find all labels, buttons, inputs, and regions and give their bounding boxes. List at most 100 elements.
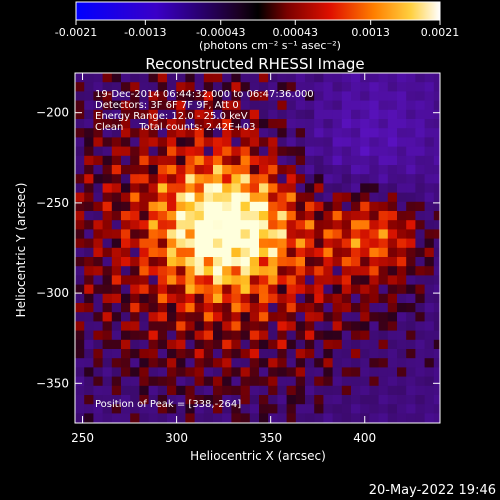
- heatmap-cell: [240, 339, 251, 350]
- heatmap-cell: [111, 413, 122, 423]
- heatmap-cell: [323, 192, 333, 203]
- heatmap-cell: [121, 109, 131, 120]
- heatmap-cell: [139, 358, 149, 368]
- heatmap-cell: [84, 201, 94, 212]
- heatmap-cell: [341, 303, 352, 313]
- heatmap-cell: [111, 293, 122, 304]
- heatmap-cell: [397, 183, 407, 193]
- heatmap-cell: [249, 229, 260, 239]
- heatmap-cell: [314, 109, 324, 120]
- heatmap-cell: [249, 303, 260, 313]
- heatmap-cell: [369, 247, 379, 258]
- heatmap-cell: [424, 284, 435, 295]
- heatmap-cell: [397, 137, 407, 147]
- heatmap-cell: [397, 266, 407, 276]
- heatmap-cell: [167, 266, 177, 276]
- heatmap-cell: [286, 82, 297, 92]
- heatmap-cell: [387, 284, 398, 295]
- heatmap-cell: [277, 303, 287, 313]
- heatmap-cell: [305, 109, 315, 120]
- heatmap-cell: [286, 330, 297, 341]
- heatmap-cell: [75, 339, 85, 350]
- heatmap-cell: [259, 238, 269, 249]
- heatmap-cell: [433, 229, 440, 239]
- heatmap-cell: [203, 358, 214, 368]
- heatmap-cell: [286, 367, 297, 377]
- heatmap-cell: [378, 395, 389, 405]
- heatmap-cell: [75, 266, 85, 276]
- heatmap-cell: [351, 100, 361, 111]
- heatmap-cell: [424, 100, 435, 111]
- heatmap-cell: [360, 211, 370, 221]
- heatmap-cell: [213, 422, 223, 423]
- heatmap-cell: [148, 91, 159, 101]
- heatmap-cell: [277, 247, 287, 258]
- heatmap-cell: [194, 220, 205, 230]
- heatmap-cell: [148, 73, 159, 83]
- heatmap-cell: [249, 174, 260, 184]
- heatmap-cell: [277, 174, 287, 184]
- heatmap-cell: [176, 82, 186, 92]
- heatmap-cell: [387, 119, 398, 129]
- heatmap-cell: [139, 257, 149, 267]
- heatmap-cell: [433, 183, 440, 193]
- heatmap-cell: [222, 201, 232, 212]
- heatmap-cell: [277, 165, 287, 175]
- heatmap-cell: [406, 100, 416, 111]
- heatmap-cell: [194, 128, 205, 138]
- heatmap-cell: [268, 330, 278, 341]
- heatmap-cell: [213, 247, 223, 258]
- heatmap-cell: [213, 395, 223, 405]
- heatmap-cell: [157, 330, 168, 341]
- heatmap-cell: [176, 192, 186, 203]
- heatmap-cell: [121, 395, 131, 405]
- heatmap-cell: [277, 128, 287, 138]
- heatmap-cell: [406, 339, 416, 350]
- heatmap-cell: [249, 395, 260, 405]
- heatmap-cell: [185, 413, 195, 423]
- heatmap-cell: [424, 73, 435, 83]
- heatmap-cell: [268, 201, 278, 212]
- heatmap-cell: [203, 238, 214, 249]
- heatmap-cell: [222, 73, 232, 83]
- heatmap-cell: [341, 119, 352, 129]
- heatmap-cell: [369, 73, 379, 83]
- heatmap-cell: [157, 247, 168, 258]
- heatmap-cell: [277, 395, 287, 405]
- heatmap-cell: [277, 211, 287, 221]
- heatmap-cell: [397, 247, 407, 258]
- heatmap-cell: [240, 367, 251, 377]
- heatmap-cell: [93, 201, 103, 212]
- heatmap-cell: [360, 201, 370, 212]
- heatmap-cell: [397, 257, 407, 267]
- heatmap-cell: [157, 220, 168, 230]
- heatmap-cell: [148, 192, 159, 203]
- heatmap-cell: [369, 293, 379, 304]
- heatmap-cell: [277, 73, 287, 83]
- heatmap-cell: [305, 82, 315, 92]
- heatmap-cell: [222, 422, 232, 423]
- heatmap-cell: [332, 358, 343, 368]
- heatmap-cell: [378, 238, 389, 249]
- heatmap-cell: [222, 266, 232, 276]
- heatmap-cell: [295, 91, 306, 101]
- heatmap-cell: [240, 211, 251, 221]
- heatmap-cell: [231, 128, 241, 138]
- heatmap-cell: [424, 303, 435, 313]
- heatmap-cell: [176, 266, 186, 276]
- heatmap-cell: [277, 312, 287, 322]
- heatmap-cell: [139, 385, 149, 396]
- heatmap-cell: [157, 100, 168, 111]
- heatmap-cell: [139, 413, 149, 423]
- colorbar-tick-label-4: 0.0013: [351, 26, 390, 39]
- heatmap-cell: [130, 165, 140, 175]
- heatmap-cell: [378, 165, 389, 175]
- heatmap-cell: [75, 349, 85, 359]
- heatmap-cell: [249, 404, 260, 414]
- heatmap-cell: [176, 312, 186, 322]
- heatmap-cell: [111, 257, 122, 267]
- heatmap-cell: [433, 358, 440, 368]
- heatmap-cell: [84, 358, 94, 368]
- heatmap-cell: [249, 91, 260, 101]
- heatmap-cell: [139, 266, 149, 276]
